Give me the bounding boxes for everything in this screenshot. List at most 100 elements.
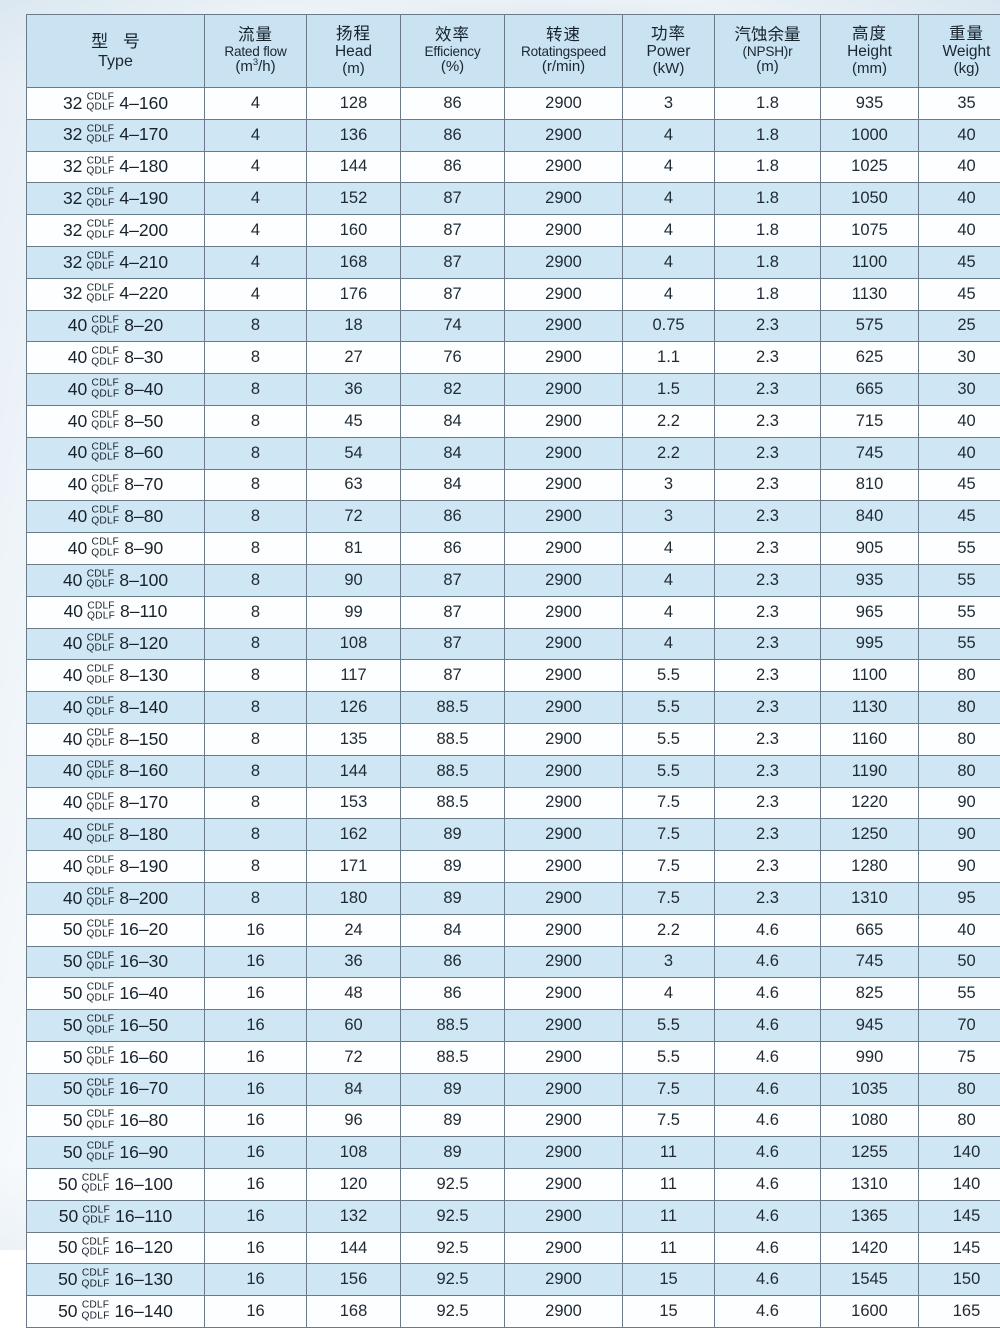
model-prefix: 40 bbox=[68, 349, 87, 367]
cell-efficiency: 92.5 bbox=[401, 1232, 505, 1264]
cell-npsh: 4.6 bbox=[715, 1296, 821, 1328]
cell-rotating-speed: 2900 bbox=[505, 978, 623, 1010]
cell-power: 11 bbox=[623, 1137, 715, 1169]
model-prefix: 40 bbox=[63, 762, 82, 780]
cell-head: 99 bbox=[307, 596, 401, 628]
cell-weight: 55 bbox=[919, 628, 1000, 660]
cell-power: 7.5 bbox=[623, 851, 715, 883]
model-suffix: 16–130 bbox=[115, 1271, 173, 1289]
cell-rotating-speed: 2900 bbox=[505, 692, 623, 724]
header-npsh-cn: 汽蚀余量 bbox=[715, 26, 820, 44]
model-suffix: 4–200 bbox=[119, 222, 168, 240]
cell-rated-flow: 8 bbox=[205, 755, 307, 787]
model-series-qdlf: QDLF bbox=[91, 453, 119, 463]
cell-rotating-speed: 2900 bbox=[505, 851, 623, 883]
cell-npsh: 2.3 bbox=[715, 787, 821, 819]
model-series-qdlf: QDLF bbox=[86, 103, 114, 113]
model-suffix: 4–210 bbox=[119, 254, 168, 272]
cell-height: 1310 bbox=[821, 882, 919, 914]
cell-efficiency: 87 bbox=[401, 246, 505, 278]
cell-height: 825 bbox=[821, 978, 919, 1010]
cell-power: 15 bbox=[623, 1296, 715, 1328]
column-header-weight: 重量 Weight (kg) bbox=[919, 15, 1000, 88]
cell-npsh: 4.6 bbox=[715, 1264, 821, 1296]
cell-npsh: 4.6 bbox=[715, 1105, 821, 1137]
cell-head: 117 bbox=[307, 660, 401, 692]
cell-weight: 40 bbox=[919, 437, 1000, 469]
cell-rotating-speed: 2900 bbox=[505, 278, 623, 310]
model-suffix: 16–120 bbox=[115, 1239, 173, 1257]
cell-rated-flow: 8 bbox=[205, 405, 307, 437]
cell-height: 935 bbox=[821, 88, 919, 120]
cell-height: 1100 bbox=[821, 660, 919, 692]
header-efficiency-en: Efficiency bbox=[401, 44, 504, 59]
cell-rotating-speed: 2900 bbox=[505, 215, 623, 247]
cell-efficiency: 89 bbox=[401, 1073, 505, 1105]
cell-power: 2.2 bbox=[623, 405, 715, 437]
cell-efficiency: 76 bbox=[401, 342, 505, 374]
model-series-qdlf: QDLF bbox=[82, 1279, 110, 1289]
cell-efficiency: 92.5 bbox=[401, 1264, 505, 1296]
model-prefix: 40 bbox=[68, 540, 87, 558]
cell-npsh: 2.3 bbox=[715, 310, 821, 342]
cell-weight: 40 bbox=[919, 215, 1000, 247]
header-speed-cn: 转速 bbox=[505, 26, 622, 44]
header-head-cn: 扬程 bbox=[307, 25, 400, 43]
cell-rated-flow: 8 bbox=[205, 533, 307, 565]
cell-power: 11 bbox=[623, 1200, 715, 1232]
cell-rated-flow: 8 bbox=[205, 723, 307, 755]
cell-height: 995 bbox=[821, 628, 919, 660]
cell-rotating-speed: 2900 bbox=[505, 119, 623, 151]
cell-rated-flow: 8 bbox=[205, 374, 307, 406]
table-header: 型 号 Type 流量 Rated flow (m3/h) 扬程 Head (m… bbox=[27, 15, 1000, 88]
header-power-cn: 功率 bbox=[623, 25, 714, 43]
cell-efficiency: 87 bbox=[401, 628, 505, 660]
cell-height: 1025 bbox=[821, 151, 919, 183]
cell-height: 1130 bbox=[821, 692, 919, 724]
model-suffix: 8–150 bbox=[119, 731, 168, 749]
cell-height: 665 bbox=[821, 374, 919, 406]
cell-rotating-speed: 2900 bbox=[505, 1200, 623, 1232]
model-series-qdlf: QDLF bbox=[86, 1089, 114, 1099]
cell-weight: 55 bbox=[919, 978, 1000, 1010]
cell-weight: 30 bbox=[919, 374, 1000, 406]
cell-efficiency: 87 bbox=[401, 183, 505, 215]
model-prefix: 40 bbox=[68, 476, 87, 494]
cell-rotating-speed: 2900 bbox=[505, 533, 623, 565]
cell-head: 160 bbox=[307, 215, 401, 247]
cell-head: 48 bbox=[307, 978, 401, 1010]
cell-power: 5.5 bbox=[623, 660, 715, 692]
cell-rotating-speed: 2900 bbox=[505, 1169, 623, 1201]
model-suffix: 16–90 bbox=[119, 1144, 168, 1162]
cell-head: 144 bbox=[307, 151, 401, 183]
cell-npsh: 2.3 bbox=[715, 437, 821, 469]
cell-weight: 145 bbox=[919, 1200, 1000, 1232]
model-series-qdlf: QDLF bbox=[91, 389, 119, 399]
cell-npsh: 2.3 bbox=[715, 533, 821, 565]
cell-power: 7.5 bbox=[623, 1073, 715, 1105]
header-row: 型 号 Type 流量 Rated flow (m3/h) 扬程 Head (m… bbox=[27, 15, 1000, 88]
cell-npsh: 4.6 bbox=[715, 978, 821, 1010]
header-height-unit: (mm) bbox=[821, 61, 918, 78]
cell-rated-flow: 16 bbox=[205, 914, 307, 946]
cell-rotating-speed: 2900 bbox=[505, 914, 623, 946]
cell-rotating-speed: 2900 bbox=[505, 1041, 623, 1073]
